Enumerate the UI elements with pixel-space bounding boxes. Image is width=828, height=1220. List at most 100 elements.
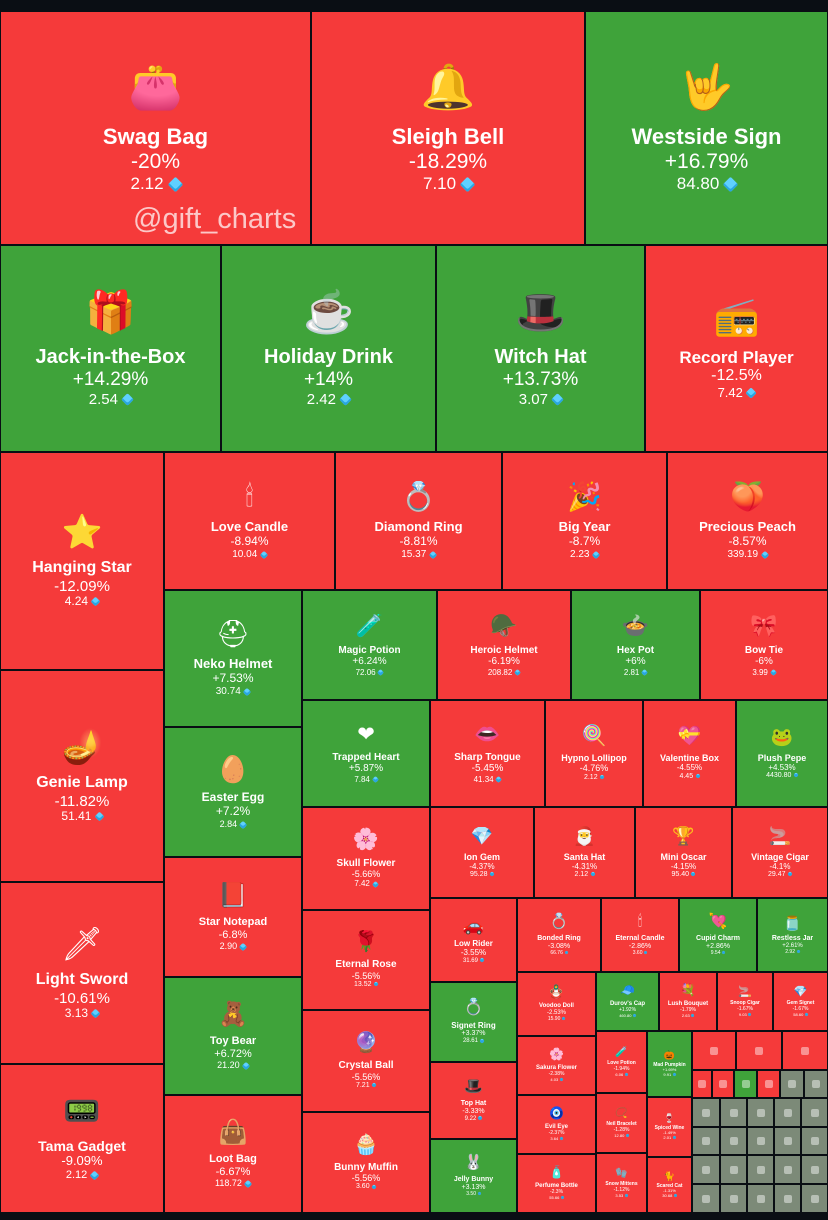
tile-magic-potion[interactable]: 🧪 Magic Potion +6.24% 72.06	[302, 590, 437, 700]
tile-diamond-ring[interactable]: 💍 Diamond Ring -8.81% 15.37	[335, 452, 502, 590]
tile-eternal-candle[interactable]: 🕯 Eternal Candle -2.86% 3.60	[601, 898, 679, 972]
tile-snoop-cigar[interactable]: 🚬 Snoop Cigar -1.67% 9.03	[717, 972, 773, 1031]
tile-sharp-tongue[interactable]: 👄 Sharp Tongue -5.45% 41.34	[430, 700, 545, 807]
tile-restless-jar[interactable]: 🫙 Restless Jar +2.61% 2.92	[757, 898, 828, 972]
tile-top-hat[interactable]: 🎩 Top Hat -3.33% 9.22	[430, 1062, 517, 1139]
micro-tile[interactable]	[692, 1184, 720, 1213]
tile-hex-pot[interactable]: 🍲 Hex Pot +6% 2.81	[571, 590, 700, 700]
micro-tile[interactable]	[801, 1098, 828, 1127]
tile-witch-hat[interactable]: 🎩 Witch Hat +13.73% 3.07	[436, 245, 645, 452]
tile-change: -2.86%	[628, 942, 652, 950]
micro-tile[interactable]	[774, 1184, 801, 1213]
tile-light-sword[interactable]: 🗡 Light Sword -10.61% 3.13	[0, 882, 164, 1064]
micro-tile[interactable]	[692, 1098, 720, 1127]
tile-big-year[interactable]: 🎉 Big Year -8.7% 2.23	[502, 452, 667, 590]
micro-tile[interactable]	[692, 1031, 736, 1070]
tile-precious-peach[interactable]: 🍑 Precious Peach -8.57% 339.19	[667, 452, 828, 590]
tile-eternal-rose[interactable]: 🌹 Eternal Rose -5.56% 13.52	[302, 910, 430, 1010]
micro-tile[interactable]	[720, 1184, 747, 1213]
micro-tile[interactable]	[757, 1070, 780, 1098]
tile-santa-hat[interactable]: 🎅 Santa Hat -4.31% 2.12	[534, 807, 635, 898]
micro-tile[interactable]	[801, 1155, 828, 1184]
tile-hanging-star[interactable]: ⭐ Hanging Star -12.09% 4.24	[0, 452, 164, 670]
tile-price: 2.92	[785, 949, 801, 956]
tile-price: 72.06	[356, 668, 385, 677]
tile-name: Jelly Bunny	[453, 1175, 494, 1183]
micro-tile[interactable]	[720, 1098, 747, 1127]
micro-tile[interactable]	[720, 1155, 747, 1184]
micro-tile[interactable]	[734, 1070, 757, 1098]
tile-price: 41.34	[473, 774, 503, 784]
micro-tile[interactable]	[692, 1127, 720, 1155]
tile-snow-mittens[interactable]: 🧤 Snow Mittens -1.12% 3.53	[596, 1153, 647, 1213]
tile-name: Eternal Rose	[335, 959, 397, 971]
tile-holiday-drink[interactable]: ☕ Holiday Drink +14% 2.42	[221, 245, 436, 452]
tile-ion-gem[interactable]: 💎 Ion Gem -4.37% 95.28	[430, 807, 534, 898]
tile-mini-oscar[interactable]: 🏆 Mini Oscar -4.15% 95.40	[635, 807, 732, 898]
tile-westside-sign[interactable]: 🤟 Westside Sign +16.79% 84.80	[585, 11, 828, 245]
micro-tile[interactable]	[774, 1127, 801, 1155]
tile-voodoo-doll[interactable]: 🪆 Voodoo Doll -2.53% 15.90	[517, 972, 596, 1036]
micro-tile[interactable]	[712, 1070, 734, 1098]
tile-perfume-bottle[interactable]: 🧴 Perfume Bottle -2.3% 55.66	[517, 1154, 596, 1213]
micro-tile[interactable]	[801, 1127, 828, 1155]
micro-tile[interactable]	[747, 1098, 774, 1127]
tile-toy-bear[interactable]: 🧸 Toy Bear +6.72% 21.20	[164, 977, 302, 1095]
tile-star-notepad[interactable]: 📕 Star Notepad -6.8% 2.90	[164, 857, 302, 977]
micro-tile[interactable]	[747, 1127, 774, 1155]
tile-durovs-cap[interactable]: 🧢 Durov's Cap +1.92% 460.80	[596, 972, 659, 1031]
price-value: 51.41	[61, 808, 92, 823]
micro-tile[interactable]	[801, 1184, 828, 1213]
tile-hypno-lollipop[interactable]: 🍭 Hypno Lollipop -4.76% 2.12	[545, 700, 643, 807]
micro-tile[interactable]	[692, 1070, 712, 1098]
diamond-icon	[591, 550, 601, 559]
tile-heroic-helmet[interactable]: 🪖 Heroic Helmet -6.19% 208.82	[437, 590, 571, 700]
tile-loot-bag[interactable]: 👜 Loot Bag -6.67% 118.72	[164, 1095, 302, 1213]
tile-bunny-muffin[interactable]: 🧁 Bunny Muffin -5.56% 3.60	[302, 1112, 430, 1213]
tile-jelly-bunny[interactable]: 🐰 Jelly Bunny +3.13% 3.50	[430, 1139, 517, 1213]
tile-bonded-ring[interactable]: 💍 Bonded Ring -3.08% 66.76	[517, 898, 601, 972]
tile-scared-cat[interactable]: 🐈 Scared Cat -1.31% 30.68	[647, 1157, 692, 1213]
tile-jack-in-the-box[interactable]: 🎁 Jack-in-the-Box +14.29% 2.54	[0, 245, 221, 452]
tile-tama-gadget[interactable]: 📟 Tama Gadget -9.09% 2.12	[0, 1064, 164, 1213]
price-value: 41.34	[473, 774, 494, 784]
micro-tile[interactable]	[774, 1098, 801, 1127]
tile-lush-bouquet[interactable]: 💐 Lush Bouquet -1.79% 2.63	[659, 972, 717, 1031]
tile-change: +3.13%	[461, 1183, 486, 1191]
tile-plush-pepe[interactable]: 🐸 Plush Pepe +4.53% 4430.80	[736, 700, 828, 807]
tile-easter-egg[interactable]: 🥚 Easter Egg +7.2% 2.84	[164, 727, 302, 857]
tile-trapped-heart[interactable]: ❤ Trapped Heart +5.87% 7.84	[302, 700, 430, 807]
tile-cupid-charm[interactable]: 💘 Cupid Charm +2.86% 9.54	[679, 898, 757, 972]
tile-love-potion[interactable]: 🧪 Love Potion -1.94% 6.06	[596, 1031, 647, 1093]
tile-love-candle[interactable]: 🕯 Love Candle -8.94% 10.04	[164, 452, 335, 590]
tile-low-rider[interactable]: 🚗 Low Rider -3.55% 31.69	[430, 898, 517, 982]
tile-swag-bag[interactable]: 👛 Swag Bag -20% 2.12	[0, 11, 311, 245]
micro-tile[interactable]	[780, 1070, 804, 1098]
micro-tile[interactable]	[720, 1127, 747, 1155]
micro-tile[interactable]	[736, 1031, 782, 1070]
tile-sakura-flower[interactable]: 🌸 Sakura Flower -2.38% 4.03	[517, 1036, 596, 1095]
tile-signet-ring[interactable]: 💍 Signet Ring +3.37% 28.61	[430, 982, 517, 1062]
micro-tile[interactable]	[747, 1155, 774, 1184]
tile-sleigh-bell[interactable]: 🔔 Sleigh Bell -18.29% 7.10	[311, 11, 585, 245]
tile-neil-bracelet[interactable]: 📿 Neil Bracelet -1.28% 12.80	[596, 1093, 647, 1153]
tile-skull-flower[interactable]: 🌸 Skull Flower -5.66% 7.42	[302, 807, 430, 910]
tile-neko-helmet[interactable]: ⛑ Neko Helmet +7.53% 30.74	[164, 590, 302, 727]
micro-tile[interactable]	[782, 1031, 828, 1070]
tile-price: 2.12	[66, 1169, 100, 1182]
tile-valentine-box[interactable]: 💝 Valentine Box -4.55% 4.45	[643, 700, 736, 807]
snoop-cigar-icon: 🚬	[738, 985, 752, 998]
micro-tile[interactable]	[774, 1155, 801, 1184]
tile-spiced-wine[interactable]: 🍷 Spiced Wine -1.49% 2.01	[647, 1097, 692, 1157]
tile-mad-pumpkin[interactable]: 🎃 Mad Pumpkin +1.69% 9.91	[647, 1031, 692, 1097]
tile-bow-tie[interactable]: 🎀 Bow Tie -6% 3.99	[700, 590, 828, 700]
tile-evil-eye[interactable]: 🧿 Evil Eye -2.37% 3.64	[517, 1095, 596, 1154]
tile-vintage-cigar[interactable]: 🚬 Vintage Cigar -4.1% 29.47	[732, 807, 828, 898]
micro-tile[interactable]	[692, 1155, 720, 1184]
tile-crystal-ball[interactable]: 🔮 Crystal Ball -5.56% 7.21	[302, 1010, 430, 1112]
tile-gem-signet[interactable]: 💎 Gem Signet -1.67% 58.60	[773, 972, 828, 1031]
micro-tile[interactable]	[747, 1184, 774, 1213]
tile-genie-lamp[interactable]: 🪔 Genie Lamp -11.82% 51.41	[0, 670, 164, 882]
micro-tile[interactable]	[804, 1070, 828, 1098]
tile-record-player[interactable]: 📻 Record Player -12.5% 7.42	[645, 245, 828, 452]
